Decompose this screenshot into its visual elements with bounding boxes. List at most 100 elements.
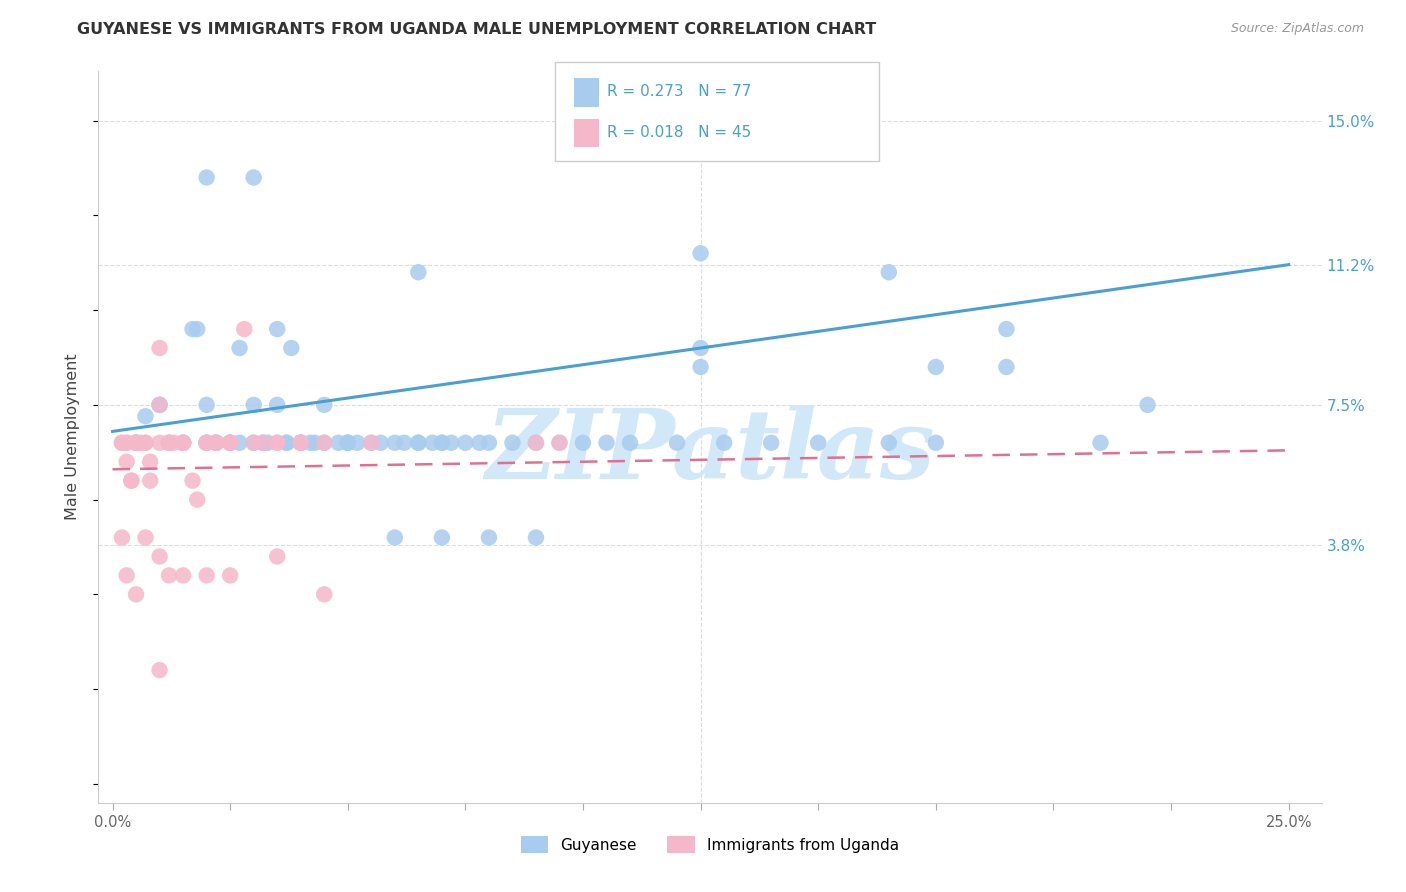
Point bbox=[276, 435, 298, 450]
Point bbox=[205, 435, 228, 450]
Text: R = 0.018   N = 45: R = 0.018 N = 45 bbox=[607, 125, 752, 139]
Point bbox=[360, 435, 382, 450]
Point bbox=[925, 359, 948, 374]
Point bbox=[219, 435, 242, 450]
Point bbox=[242, 435, 264, 450]
Point bbox=[172, 435, 194, 450]
Point bbox=[713, 435, 735, 450]
Point bbox=[125, 435, 148, 450]
Point bbox=[120, 474, 142, 488]
Point bbox=[290, 435, 312, 450]
Point bbox=[172, 435, 194, 450]
Point bbox=[111, 531, 134, 545]
Point bbox=[595, 435, 617, 450]
Point bbox=[524, 435, 547, 450]
Point bbox=[252, 435, 274, 450]
Point bbox=[125, 435, 148, 450]
Point bbox=[299, 435, 322, 450]
Point bbox=[186, 322, 208, 336]
Point bbox=[266, 435, 288, 450]
Point bbox=[925, 435, 948, 450]
Point bbox=[163, 435, 186, 450]
Point bbox=[195, 435, 218, 450]
Point bbox=[139, 455, 162, 469]
Point bbox=[290, 435, 312, 450]
Point bbox=[111, 435, 134, 450]
Point bbox=[181, 322, 204, 336]
Point bbox=[689, 359, 711, 374]
Point bbox=[125, 587, 148, 601]
Point bbox=[408, 435, 430, 450]
Point bbox=[314, 398, 336, 412]
Point bbox=[1136, 398, 1159, 412]
Point bbox=[666, 435, 689, 450]
Point bbox=[252, 435, 274, 450]
Point bbox=[139, 474, 162, 488]
Y-axis label: Male Unemployment: Male Unemployment bbox=[65, 354, 80, 520]
Point bbox=[219, 435, 242, 450]
Point bbox=[392, 435, 416, 450]
Point bbox=[219, 435, 242, 450]
Point bbox=[242, 398, 264, 412]
Point bbox=[408, 265, 430, 279]
Point bbox=[242, 170, 264, 185]
Point bbox=[157, 568, 180, 582]
Text: Source: ZipAtlas.com: Source: ZipAtlas.com bbox=[1230, 22, 1364, 36]
Point bbox=[172, 435, 194, 450]
Point bbox=[172, 568, 194, 582]
Point bbox=[276, 435, 298, 450]
Point bbox=[115, 455, 138, 469]
Point bbox=[172, 435, 194, 450]
Point bbox=[228, 435, 250, 450]
Point bbox=[548, 435, 571, 450]
Point bbox=[157, 435, 180, 450]
Point bbox=[501, 435, 523, 450]
Point bbox=[219, 435, 242, 450]
Point bbox=[115, 435, 138, 450]
Point bbox=[125, 435, 148, 450]
Point bbox=[689, 341, 711, 355]
Point bbox=[157, 435, 180, 450]
Point bbox=[172, 435, 194, 450]
Point bbox=[328, 435, 350, 450]
Point bbox=[995, 359, 1018, 374]
Point bbox=[149, 341, 172, 355]
Point bbox=[384, 435, 406, 450]
Point bbox=[430, 435, 453, 450]
Point bbox=[360, 435, 382, 450]
Text: GUYANESE VS IMMIGRANTS FROM UGANDA MALE UNEMPLOYMENT CORRELATION CHART: GUYANESE VS IMMIGRANTS FROM UGANDA MALE … bbox=[77, 22, 876, 37]
Point bbox=[346, 435, 368, 450]
Point bbox=[219, 568, 242, 582]
Point bbox=[195, 435, 218, 450]
Point bbox=[134, 531, 156, 545]
Point bbox=[129, 435, 152, 450]
Point bbox=[120, 474, 142, 488]
Point bbox=[195, 568, 218, 582]
Point bbox=[115, 568, 138, 582]
Point bbox=[422, 435, 444, 450]
Point bbox=[572, 435, 595, 450]
Point bbox=[370, 435, 392, 450]
Point bbox=[314, 587, 336, 601]
Point bbox=[266, 322, 288, 336]
Point bbox=[266, 398, 288, 412]
Point bbox=[290, 435, 312, 450]
Point bbox=[759, 435, 782, 450]
Point bbox=[186, 492, 208, 507]
Point bbox=[995, 322, 1018, 336]
Text: R = 0.273   N = 77: R = 0.273 N = 77 bbox=[607, 85, 752, 99]
Point bbox=[877, 435, 900, 450]
Point bbox=[280, 341, 302, 355]
Text: ZIPatlas: ZIPatlas bbox=[485, 405, 935, 499]
Point bbox=[195, 170, 218, 185]
Point bbox=[440, 435, 463, 450]
Point bbox=[252, 435, 274, 450]
Point bbox=[149, 398, 172, 412]
Point bbox=[548, 435, 571, 450]
Point bbox=[336, 435, 359, 450]
Point bbox=[195, 435, 218, 450]
Point bbox=[689, 246, 711, 260]
Point bbox=[115, 435, 138, 450]
Point bbox=[157, 435, 180, 450]
Point bbox=[219, 435, 242, 450]
